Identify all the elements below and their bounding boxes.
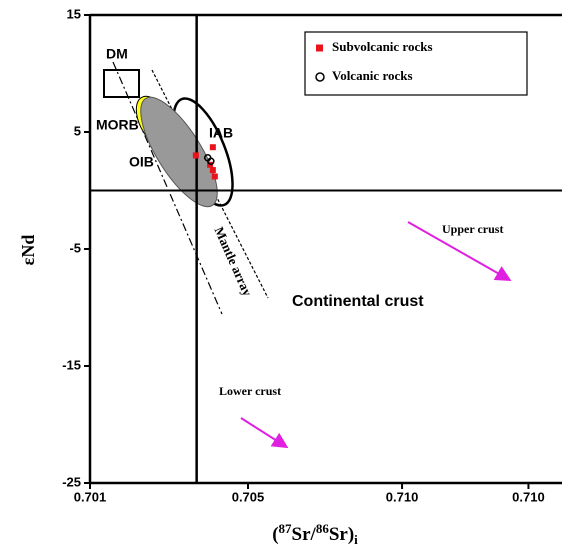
x-label-part: Sr/ [292, 524, 317, 545]
x-label-part: 87 [279, 521, 293, 536]
oib-label: OIB [129, 154, 154, 170]
y-tick-label: 15 [67, 6, 81, 21]
point [207, 157, 215, 165]
upper-crust-arrow [407, 221, 512, 281]
legend-label: Volcanic rocks [332, 68, 413, 83]
lower-crust-arrow [240, 417, 289, 449]
x-label-part: i [354, 532, 358, 547]
morb-label: MORB [96, 117, 139, 133]
y-tick-label: -25 [62, 474, 81, 489]
point [192, 152, 199, 159]
point [209, 167, 216, 174]
x-label-part: ( [272, 524, 278, 545]
legend-marker [316, 44, 323, 52]
dm-field [103, 69, 140, 98]
y-tick-label: 5 [74, 123, 81, 138]
upper-crust-label: Upper crust [442, 222, 503, 236]
point [209, 144, 216, 151]
dm-label: DM [106, 46, 128, 62]
x-tick-label: 0.710 [386, 489, 419, 504]
legend-label: Subvolcanic rocks [332, 39, 433, 54]
oib-field [140, 96, 218, 208]
x-tick-label: 0.710 [512, 489, 545, 504]
legend-marker [315, 72, 325, 82]
x-tick-label: 0.705 [232, 489, 265, 504]
iab-label: IAB [209, 125, 233, 141]
legend [304, 31, 528, 96]
x-label-part: Sr) [329, 524, 354, 545]
mantle-array-label: Mantle array [211, 225, 255, 299]
y-tick-label: -5 [69, 240, 81, 255]
x-tick-label: 0.701 [74, 489, 107, 504]
x-label-part: 86 [316, 521, 330, 536]
y-axis-label: εNd [18, 235, 38, 266]
mantle-array-line [112, 61, 223, 315]
y-tick-label: -15 [62, 357, 81, 372]
point [211, 173, 218, 180]
continental-crust-label: Continental crust [292, 293, 424, 310]
x-axis-label: (87Sr/86Sr)i [272, 521, 358, 547]
lower-crust-label: Lower crust [219, 384, 281, 398]
